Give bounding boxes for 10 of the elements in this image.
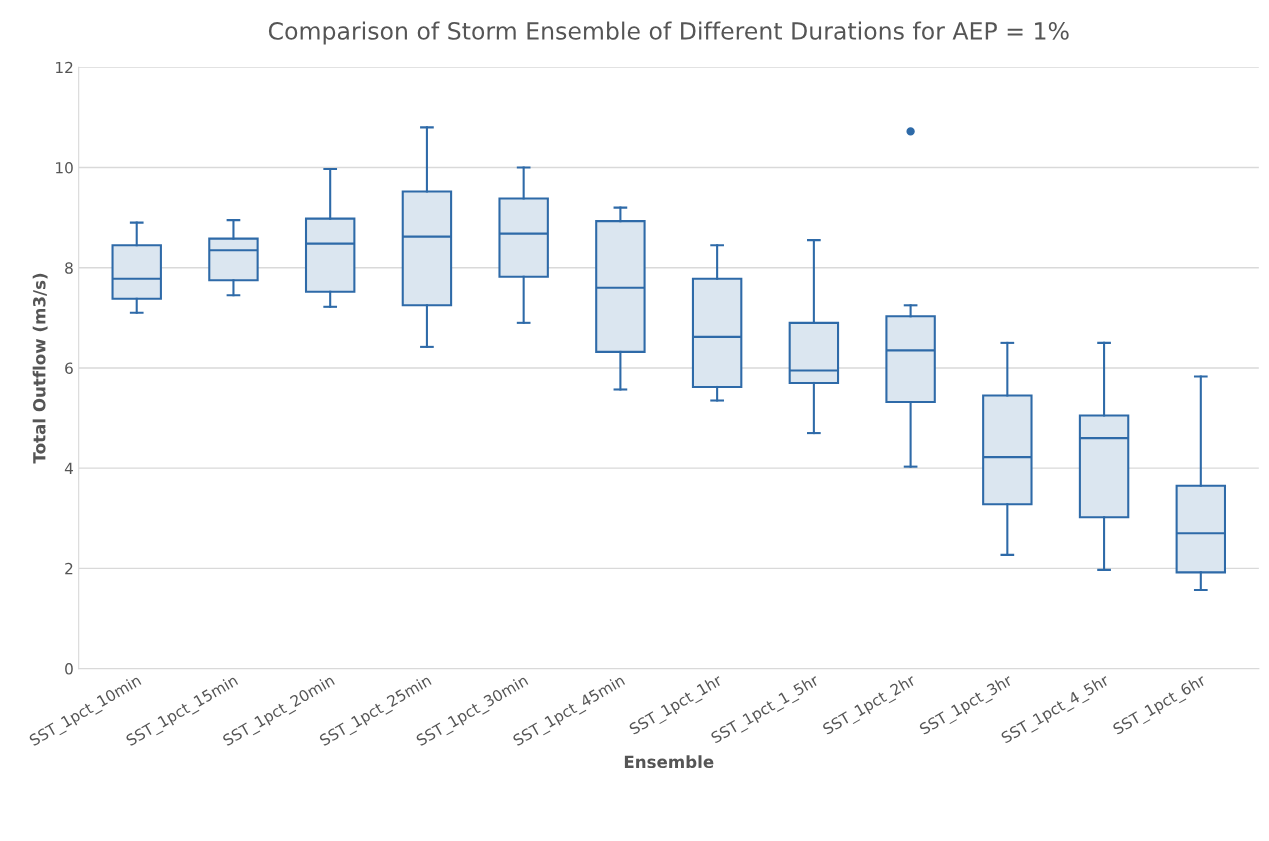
y-tick-label: 6 [65, 362, 73, 374]
x-axis-title: Ensemble [624, 755, 714, 769]
y-tick-label: 8 [65, 262, 73, 274]
y-axis-title: Total Outflow (m3/s) [32, 273, 48, 464]
y-tick-label: 0 [65, 663, 73, 675]
chart-title: Comparison of Storm Ensemble of Different Durations for AEP = 1% [268, 21, 1069, 45]
y-tick-label: 12 [56, 61, 73, 74]
y-tick-label: 4 [64, 462, 73, 474]
y-tick-label: 2 [65, 562, 73, 575]
y-tick-label: 10 [56, 161, 73, 174]
